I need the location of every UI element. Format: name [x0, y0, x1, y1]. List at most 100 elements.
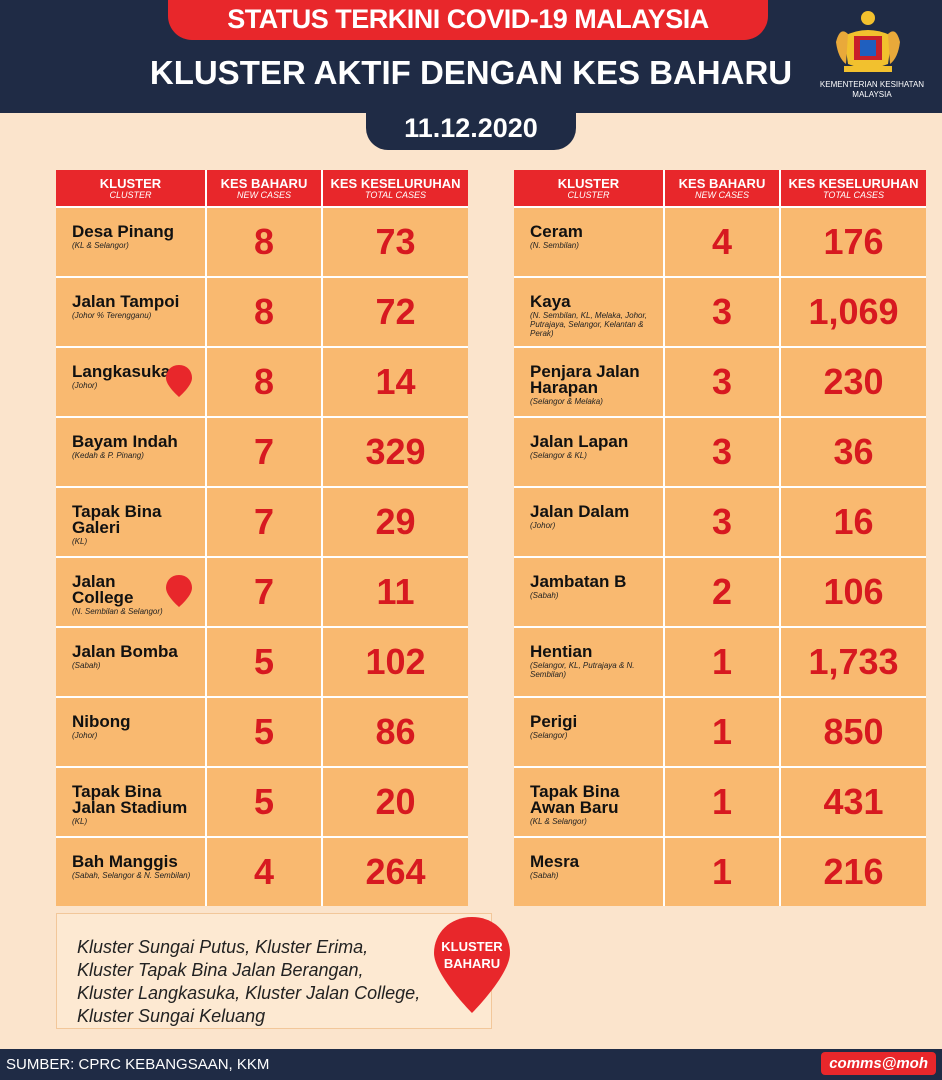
new-cases-value: 1 — [665, 838, 779, 906]
report-date: 11.12.2020 — [366, 108, 576, 150]
cluster-location: (KL) — [72, 537, 88, 546]
cluster-name: Jambatan B — [530, 572, 627, 591]
total-cases-value: 11 — [323, 558, 468, 626]
new-cases-value: 5 — [207, 768, 321, 836]
cluster-name: Tapak Bina Awan Baru — [530, 782, 620, 817]
brand-tag: comms@moh — [821, 1052, 936, 1075]
total-cases-value: 73 — [323, 208, 468, 276]
new-cases-value: 8 — [207, 348, 321, 416]
badge-line-1: KLUSTER — [441, 939, 503, 954]
cluster-cell: Kaya (N. Sembilan, KL, Melaka, Johor, Put… — [514, 278, 663, 346]
cluster-name: Jalan Tampoi — [72, 292, 180, 311]
new-cases-value: 5 — [207, 698, 321, 766]
total-cases-value: 106 — [781, 558, 926, 626]
cluster-name: Jalan College — [72, 572, 134, 607]
cluster-cell: Langkasuka (Johor) — [56, 348, 205, 416]
new-cases-value: 3 — [665, 418, 779, 486]
new-cluster-list: Kluster Sungai Putus, Kluster Erima, Klu… — [77, 937, 421, 1026]
cluster-cell: Tapak Bina Awan Baru (KL & Selangor) — [514, 768, 663, 836]
ministry-line-2: MALAYSIA — [852, 90, 892, 99]
table-header: KLUSTER CLUSTER KES BAHARU NEW CASES KES K… — [56, 170, 468, 206]
table-row: Tapak Bina Jalan Stadium (KL) 5 20 — [56, 768, 468, 836]
total-cases-value: 230 — [781, 348, 926, 416]
coat-of-arms-icon — [836, 11, 900, 72]
table-row: Ceram (N. Sembilan) 4 176 — [514, 208, 926, 276]
cluster-cell: Tapak Bina Galeri (KL) — [56, 488, 205, 556]
cluster-cell: Jalan Bomba (Sabah) — [56, 628, 205, 696]
cluster-cell: Bah Manggis (Sabah, Selangor & N. Sembila… — [56, 838, 205, 906]
cluster-location: (N. Sembilan & Selangor) — [72, 607, 163, 616]
cluster-name: Bah Manggis — [72, 852, 178, 871]
cluster-cell: Perigi (Selangor) — [514, 698, 663, 766]
cluster-location: (KL & Selangor) — [530, 817, 587, 826]
cluster-cell: Nibong (Johor) — [56, 698, 205, 766]
table-row: Langkasuka (Johor) 8 14 — [56, 348, 468, 416]
cluster-location: (Johor) — [72, 731, 98, 740]
table-row: Jalan Bomba (Sabah) 5 102 — [56, 628, 468, 696]
table-row: Jalan Tampoi (Johor % Terengganu) 8 72 — [56, 278, 468, 346]
total-cases-value: 14 — [323, 348, 468, 416]
new-cases-value: 4 — [207, 838, 321, 906]
new-cases-value: 3 — [665, 348, 779, 416]
total-cases-value: 29 — [323, 488, 468, 556]
cluster-name: Tapak Bina Jalan Stadium — [72, 782, 188, 817]
cluster-location: (KL & Selangor) — [72, 241, 129, 250]
cluster-location: (Selangor) — [530, 731, 568, 740]
table-row: Tapak Bina Galeri (KL) 7 29 — [56, 488, 468, 556]
cluster-location: (Sabah) — [530, 871, 559, 880]
cluster-cell: Jalan Tampoi (Johor % Terengganu) — [56, 278, 205, 346]
new-cases-value: 7 — [207, 418, 321, 486]
cluster-cell: Hentian (Selangor, KL, Putrajaya & N. Sem… — [514, 628, 663, 696]
cluster-cell: Desa Pinang (KL & Selangor) — [56, 208, 205, 276]
cluster-cell: Jambatan B (Sabah) — [514, 558, 663, 626]
cluster-location: (KL) — [72, 817, 88, 826]
cluster-name: Bayam Indah — [72, 432, 178, 451]
cluster-name: Mesra — [530, 852, 580, 871]
table-row: Jalan Dalam (Johor) 3 16 — [514, 488, 926, 556]
cluster-cell: Tapak Bina Jalan Stadium (KL) — [56, 768, 205, 836]
table-row: Kaya (N. Sembilan, KL, Melaka, Johor, Put… — [514, 278, 926, 346]
table-row: Desa Pinang (KL & Selangor) 8 73 — [56, 208, 468, 276]
cluster-location: (Kedah & P. Pinang) — [72, 451, 144, 460]
column-header-total-cases: KES KESELURUHAN TOTAL CASES — [781, 170, 926, 206]
table-row: Nibong (Johor) 5 86 — [56, 698, 468, 766]
total-cases-value: 102 — [323, 628, 468, 696]
header-bar: STATUS TERKINI COVID-19 MALAYSIA KLUSTER… — [0, 0, 942, 113]
total-cases-value: 1,733 — [781, 628, 926, 696]
table-row: Hentian (Selangor, KL, Putrajaya & N. Sem… — [514, 628, 926, 696]
total-cases-value: 20 — [323, 768, 468, 836]
table-row: Bayam Indah (Kedah & P. Pinang) 7 329 — [56, 418, 468, 486]
table-row: Jambatan B (Sabah) 2 106 — [514, 558, 926, 626]
cluster-location: (N. Sembilan) — [530, 241, 579, 250]
cluster-table-right: KLUSTER CLUSTER KES BAHARU NEW CASES KES K… — [514, 170, 926, 906]
ministry-label: KEMENTERIAN KESIHATAN MALAYSIA — [812, 80, 932, 100]
total-cases-value: 264 — [323, 838, 468, 906]
new-cases-value: 3 — [665, 488, 779, 556]
table-row: Jalan Lapan (Selangor & KL) 3 36 — [514, 418, 926, 486]
cluster-location: (Selangor & KL) — [530, 451, 587, 460]
cluster-cell: Penjara Jalan Harapan (Selangor & Melaka) — [514, 348, 663, 416]
badge-line-2: BAHARU — [444, 956, 500, 971]
total-cases-value: 431 — [781, 768, 926, 836]
cluster-name: Tapak Bina Galeri — [72, 502, 162, 537]
total-cases-value: 329 — [323, 418, 468, 486]
column-header-new-cases: KES BAHARU NEW CASES — [665, 170, 779, 206]
new-cases-value: 7 — [207, 488, 321, 556]
footer-bar: SUMBER: CPRC KEBANGSAAN, KKM comms@moh — [0, 1049, 942, 1080]
cluster-name: Hentian — [530, 642, 593, 661]
cluster-cell: Jalan Dalam (Johor) — [514, 488, 663, 556]
new-cases-value: 4 — [665, 208, 779, 276]
new-cases-value: 2 — [665, 558, 779, 626]
source-text: SUMBER: CPRC KEBANGSAAN, KKM — [6, 1056, 270, 1073]
cluster-location: (Johor % Terengganu) — [72, 311, 152, 320]
cluster-name: Ceram — [530, 222, 583, 241]
ministry-line-1: KEMENTERIAN KESIHATAN — [819, 80, 925, 89]
table-row: Tapak Bina Awan Baru (KL & Selangor) 1 431 — [514, 768, 926, 836]
cluster-name: Jalan Lapan — [530, 432, 629, 451]
new-cases-value: 1 — [665, 698, 779, 766]
table-row: Perigi (Selangor) 1 850 — [514, 698, 926, 766]
new-cases-value: 7 — [207, 558, 321, 626]
cluster-name: Perigi — [530, 712, 578, 731]
cluster-location: (N. Sembilan, KL, Melaka, Johor, Putraja… — [530, 311, 647, 338]
total-cases-value: 72 — [323, 278, 468, 346]
